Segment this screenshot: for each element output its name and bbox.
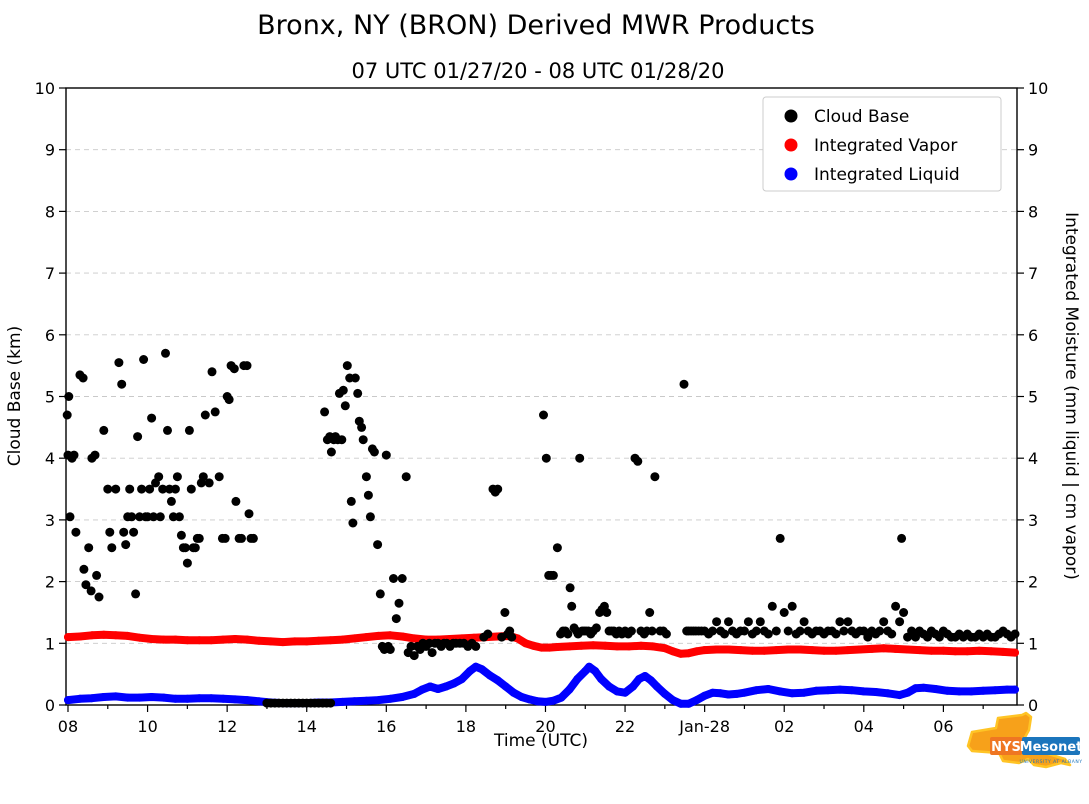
gridlines	[66, 149, 1017, 644]
x-axis-label: Time (UTC)	[493, 731, 588, 751]
logo-nys-box	[990, 737, 1022, 755]
svg-text:18: 18	[456, 717, 476, 736]
y-axis-label-right: Integrated Moisture (mm liquid | cm vapo…	[1061, 212, 1081, 580]
svg-text:10: 10	[137, 717, 157, 736]
svg-text:16: 16	[376, 717, 396, 736]
svg-text:06: 06	[933, 717, 953, 736]
svg-text:4: 4	[1028, 449, 1038, 468]
svg-text:5: 5	[45, 388, 55, 407]
svg-text:14: 14	[297, 717, 317, 736]
svg-text:1: 1	[45, 634, 55, 653]
integrated-liquid-line	[64, 662, 1019, 708]
svg-text:4: 4	[45, 449, 55, 468]
legend: Cloud Base Integrated Vapor Integrated Liq…	[762, 96, 1002, 192]
svg-text:3: 3	[1028, 511, 1038, 530]
cloud-base-points	[62, 348, 1020, 708]
logo-nys-label: NYS	[991, 740, 1021, 755]
logo-mesonet-box	[1022, 737, 1080, 755]
legend-marker-integrated-liquid	[784, 167, 798, 181]
svg-text:2: 2	[45, 573, 55, 592]
svg-text:2: 2	[1028, 573, 1038, 592]
y-axis-label-left: Cloud Base (km)	[5, 326, 25, 466]
svg-text:6: 6	[1028, 326, 1038, 345]
legend-marker-integrated-vapor	[784, 138, 798, 152]
svg-text:Jan-28: Jan-28	[678, 717, 730, 736]
svg-text:7: 7	[1028, 264, 1038, 283]
logo-mesonet-label: Mesonet	[1020, 740, 1083, 755]
svg-text:08: 08	[58, 717, 78, 736]
svg-text:9: 9	[1028, 141, 1038, 160]
chart-title: Bronx, NY (BRON) Derived MWR Products	[257, 10, 815, 41]
svg-text:8: 8	[45, 202, 55, 221]
svg-text:6: 6	[45, 326, 55, 345]
svg-text:04: 04	[854, 717, 874, 736]
nys-mesonet-logo: NYS Mesonet UNIVERSITY AT ALBANY	[966, 711, 1083, 769]
svg-text:10: 10	[1028, 79, 1048, 98]
legend-label-integrated-vapor: Integrated Vapor	[814, 136, 957, 156]
legend-label-integrated-liquid: Integrated Liquid	[814, 165, 960, 185]
svg-text:02: 02	[774, 717, 794, 736]
svg-text:8: 8	[1028, 202, 1038, 221]
svg-text:20: 20	[535, 717, 555, 736]
svg-text:22: 22	[615, 717, 635, 736]
svg-text:12: 12	[217, 717, 237, 736]
logo-tagline: UNIVERSITY AT ALBANY	[1020, 759, 1083, 765]
svg-text:1: 1	[1028, 634, 1038, 653]
svg-text:3: 3	[45, 511, 55, 530]
svg-text:10: 10	[35, 79, 55, 98]
data-series	[62, 348, 1020, 708]
svg-text:9: 9	[45, 141, 55, 160]
legend-marker-cloud-base	[784, 109, 798, 123]
chart-subtitle: 07 UTC 01/27/20 - 08 UTC 01/28/20	[352, 59, 725, 83]
legend-label-cloud-base: Cloud Base	[814, 107, 909, 127]
svg-text:0: 0	[45, 696, 55, 715]
svg-text:0: 0	[1028, 696, 1038, 715]
svg-text:5: 5	[1028, 388, 1038, 407]
svg-text:7: 7	[45, 264, 55, 283]
